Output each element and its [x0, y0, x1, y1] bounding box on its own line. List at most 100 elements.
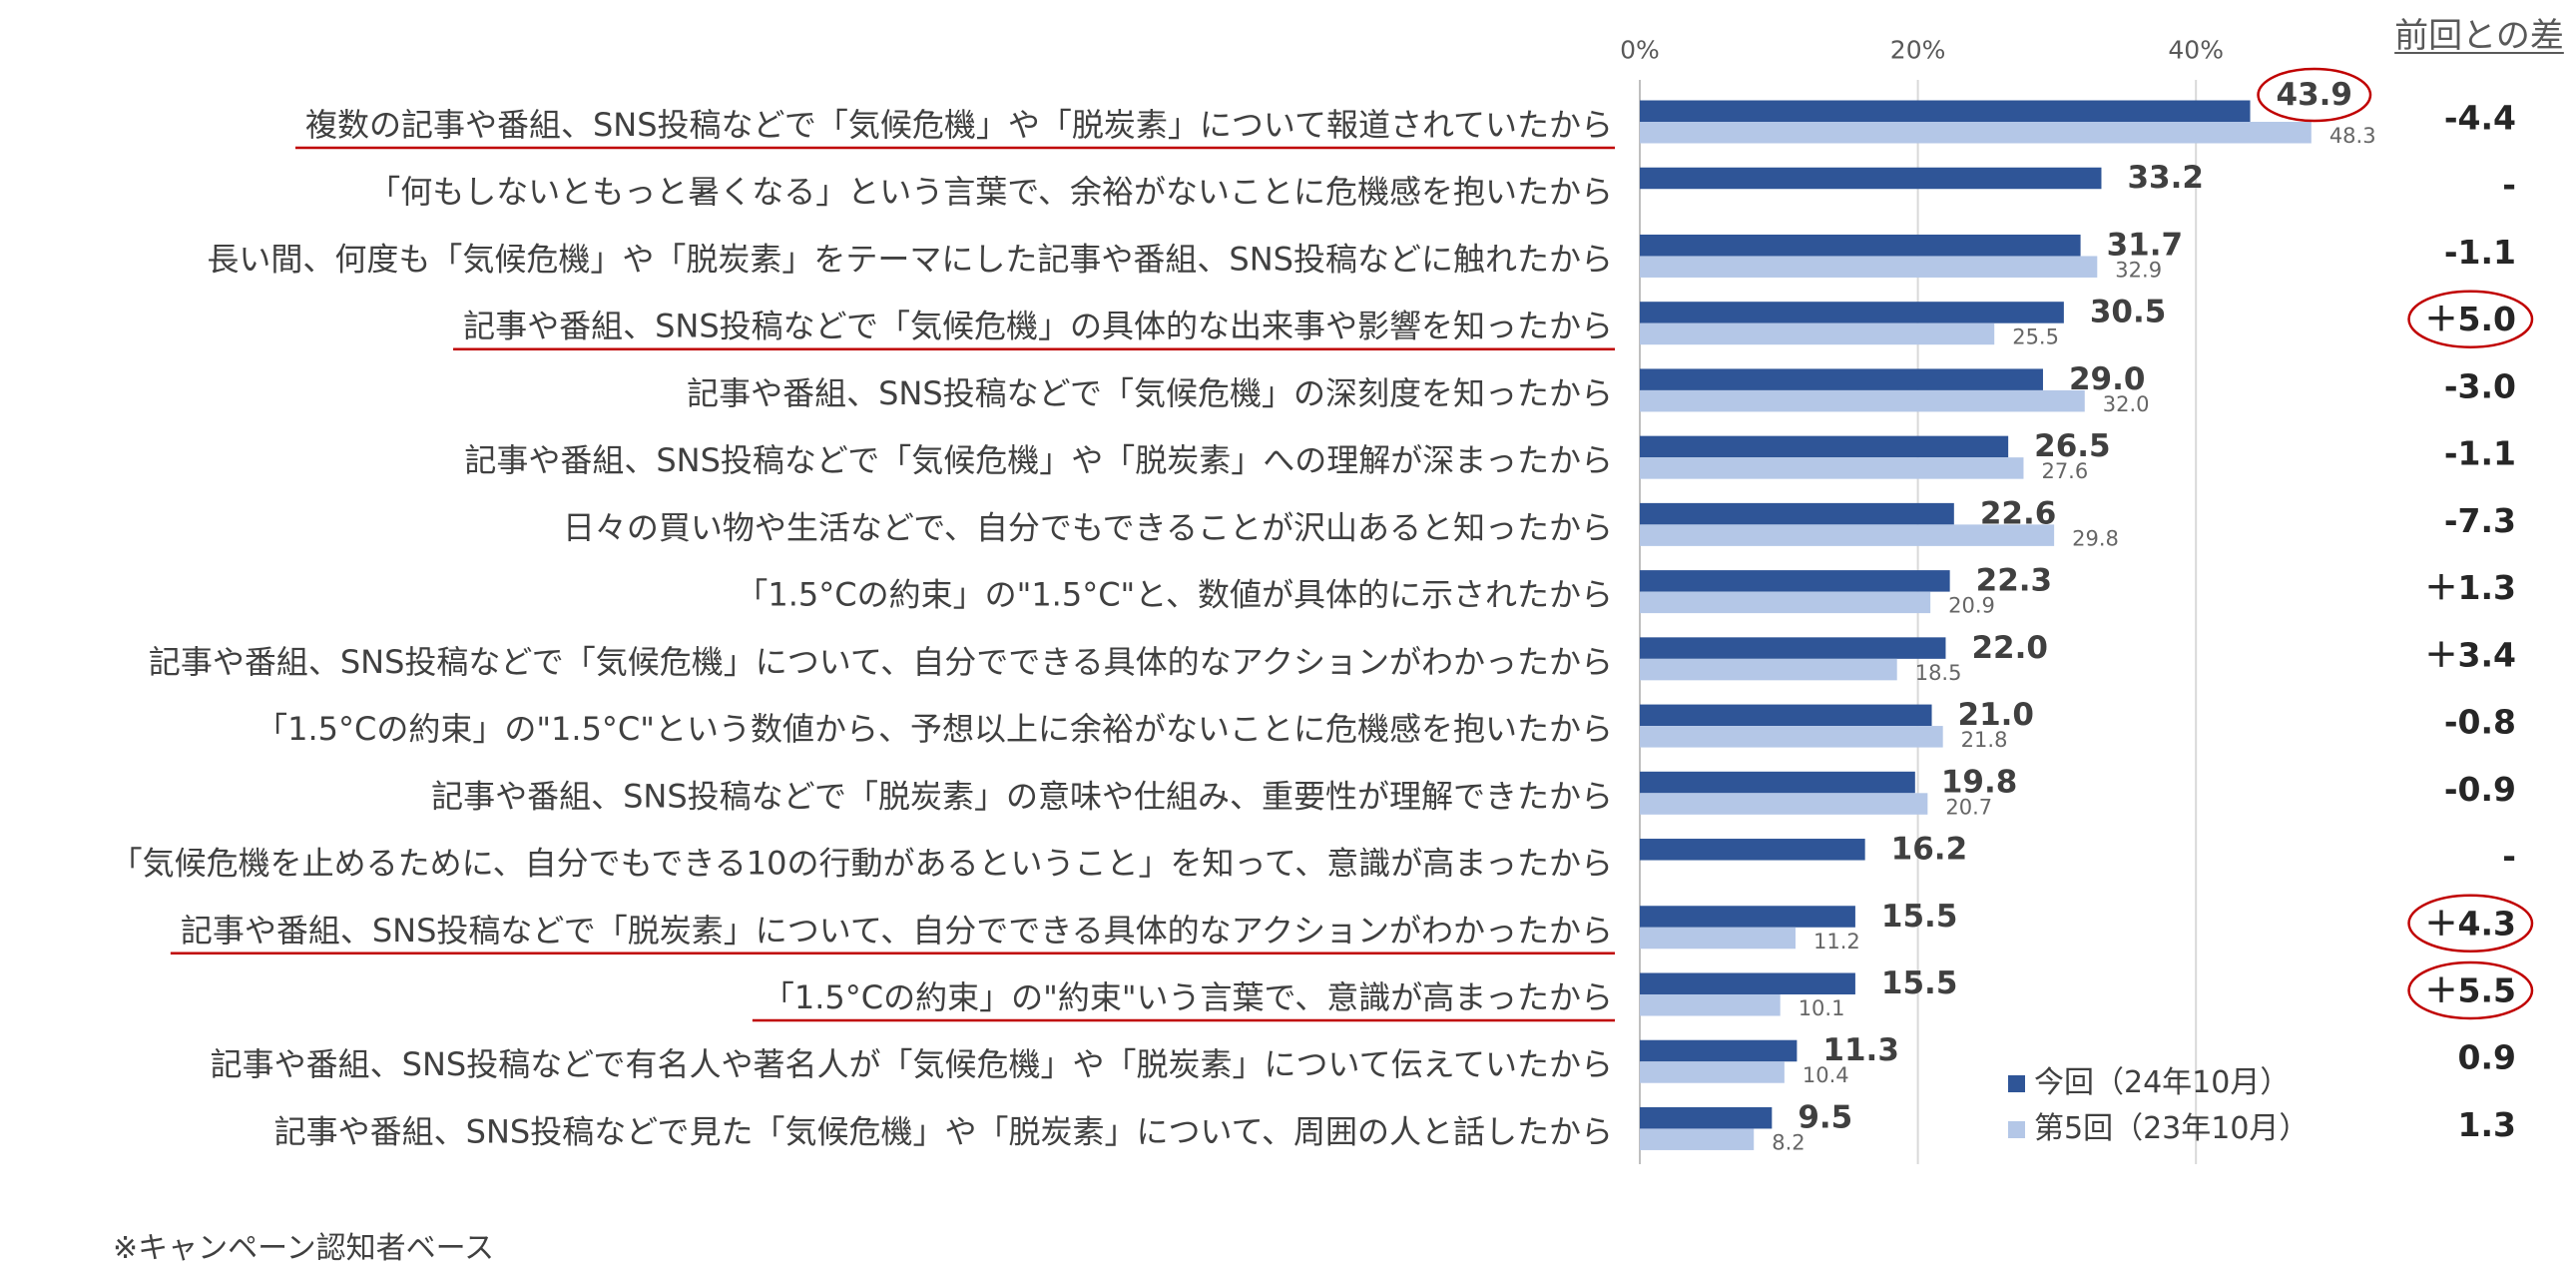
- legend-swatch-current: [2008, 1074, 2025, 1092]
- bar-row: 記事や番組、SNS投稿などで「脱炭素」について、自分でできる具体的なアクションが…: [170, 894, 2534, 956]
- category-label: 記事や番組、SNS投稿などで「気候危機」や「脱炭素」への理解が深まったから: [464, 441, 1613, 479]
- x-tick-label: 20%: [1890, 36, 1946, 65]
- difference-value: -: [2502, 837, 2516, 876]
- category-label: 記事や番組、SNS投稿などで「気候危機」について、自分でできる具体的なアクション…: [149, 643, 1613, 681]
- value-label-current: 26.5: [2034, 428, 2111, 464]
- value-label-current: 22.6: [1980, 495, 2056, 531]
- bar-current: [1640, 906, 1855, 928]
- bar-previous: [1640, 591, 1931, 614]
- footnote: ※キャンペーン認知者ベース: [113, 1231, 495, 1266]
- bar-row: 記事や番組、SNS投稿などで見た「気候危機」や「脱炭素」について、周囲の人と話し…: [274, 1099, 2516, 1154]
- bar-current: [1640, 100, 2251, 122]
- bar-current: [1640, 368, 2043, 390]
- bar-current: [1640, 637, 1946, 659]
- bar-current: [1640, 839, 1865, 861]
- category-label: 長い間、何度も「気候危機」や「脱炭素」をテーマにした記事や番組、SNS投稿などに…: [207, 240, 1613, 278]
- bar-row: 記事や番組、SNS投稿などで「気候危機」の具体的な出来事や影響を知ったから 30.…: [453, 290, 2534, 350]
- bar-previous: [1640, 1128, 1755, 1150]
- bar-row: 記事や番組、SNS投稿などで有名人や著名人が「気候危機」や「脱炭素」について伝え…: [211, 1032, 2516, 1087]
- difference-value: -1.1: [2444, 233, 2516, 272]
- highlight-circle: [2407, 960, 2534, 1020]
- value-label-previous: 29.8: [2072, 526, 2119, 550]
- bar-previous: [1640, 726, 1943, 748]
- value-label-previous: 11.2: [1813, 930, 1860, 954]
- bar-current: [1640, 234, 2081, 257]
- difference-value: ＋4.3: [2425, 904, 2516, 943]
- value-label-current: 19.8: [1941, 764, 2018, 800]
- legend-item-current: 今回（24年10月）: [2008, 1060, 2309, 1106]
- category-label: 日々の買い物や生活などで、自分でもできることが沢山あると知ったから: [563, 508, 1613, 546]
- category-label: 記事や番組、SNS投稿などで「脱炭素」の意味や仕組み、重要性が理解できたから: [431, 777, 1613, 815]
- bar-row: 「1.5°Cの約束」の"1.5°C"という数値から、予想以上に余裕がないことに危…: [256, 697, 2516, 752]
- category-label: 「1.5°Cの約束」の"1.5°C"という数値から、予想以上に余裕がないことに危…: [256, 710, 1613, 748]
- value-label-current: 22.3: [1976, 563, 2053, 599]
- value-label-previous: 8.2: [1772, 1130, 1804, 1154]
- difference-column-header: 前回との差: [2394, 16, 2564, 56]
- value-label-current: 22.0: [1971, 630, 2048, 666]
- bar-current: [1640, 570, 1950, 592]
- legend-item-previous: 第5回（23年10月）: [2008, 1106, 2309, 1152]
- category-label: 「何もしないともっと暑くなる」という言葉で、余裕がないことに危機感を抱いたから: [368, 173, 1613, 211]
- x-tick-label: 40%: [2168, 36, 2224, 65]
- bar-row: 長い間、何度も「気候危機」や「脱炭素」をテーマにした記事や番組、SNS投稿などに…: [207, 227, 2516, 282]
- bar-previous: [1640, 793, 1928, 815]
- highlight-circle: [2407, 290, 2534, 348]
- category-label: 「気候危機を止めるために、自分でもできる10の行動があるということ」を知って、意…: [111, 845, 1613, 883]
- value-label-current: 15.5: [1881, 965, 1958, 1001]
- value-label-current: 11.3: [1822, 1032, 1899, 1068]
- bar-current: [1640, 972, 1855, 994]
- bar-row: 「1.5°Cの約束」の"約束"いう言葉で、意識が高まったから 15.5 10.1 ＋5…: [752, 960, 2534, 1022]
- category-label: 「1.5°Cの約束」の"約束"いう言葉で、意識が高まったから: [763, 978, 1613, 1016]
- bar-row: 記事や番組、SNS投稿などで「気候危機」について、自分でできる具体的なアクション…: [149, 630, 2516, 685]
- value-label-current: 30.5: [2090, 295, 2167, 330]
- value-label-current: 29.0: [2069, 361, 2146, 397]
- category-label: 複数の記事や番組、SNS投稿などで「気候危機」や「脱炭素」について報道されていた…: [305, 106, 1613, 144]
- bar-current: [1640, 502, 1954, 525]
- category-label: 「1.5°Cの約束」の"1.5°C"と、数値が具体的に示されたから: [736, 576, 1613, 614]
- category-label: 記事や番組、SNS投稿などで有名人や著名人が「気候危機」や「脱炭素」について伝え…: [211, 1045, 1613, 1083]
- value-label-previous: 10.1: [1799, 996, 1845, 1020]
- difference-value: ＋1.3: [2425, 568, 2516, 607]
- value-label-previous: 25.5: [2012, 325, 2059, 349]
- value-label-previous: 18.5: [1915, 661, 1962, 685]
- value-label-current: 31.7: [2107, 227, 2184, 263]
- difference-value: -0.8: [2444, 703, 2516, 742]
- difference-value: 1.3: [2458, 1105, 2516, 1144]
- bar-current: [1640, 435, 2009, 458]
- bar-previous: [1640, 389, 2085, 412]
- highlight-circle: [2257, 67, 2372, 123]
- value-label-previous: 27.6: [2041, 459, 2088, 483]
- category-label: 記事や番組、SNS投稿などで「気候危機」の具体的な出来事や影響を知ったから: [463, 308, 1613, 345]
- value-label-previous: 48.3: [2329, 124, 2376, 148]
- bar-previous: [1640, 927, 1797, 950]
- value-label-previous: 20.9: [1948, 594, 1995, 618]
- legend: 今回（24年10月） 第5回（23年10月）: [2008, 1060, 2309, 1152]
- value-label-current: 43.9: [2277, 77, 2353, 113]
- bar-previous: [1640, 1061, 1785, 1083]
- bar-row: 記事や番組、SNS投稿などで「気候危機」や「脱炭素」への理解が深まったから 26.…: [464, 428, 2516, 483]
- value-label-current: 9.5: [1798, 1099, 1852, 1135]
- legend-swatch-previous: [2008, 1120, 2025, 1138]
- bar-previous: [1640, 658, 1897, 681]
- value-label-previous: 21.8: [1961, 728, 2008, 752]
- category-label: 記事や番組、SNS投稿などで「脱炭素」について、自分でできる具体的なアクションが…: [181, 912, 1613, 950]
- value-label-current: 15.5: [1881, 899, 1958, 935]
- difference-value: -3.0: [2444, 366, 2516, 405]
- bar-previous: [1640, 993, 1781, 1016]
- bar-previous: [1640, 322, 1995, 345]
- difference-value: ＋5.0: [2425, 300, 2516, 338]
- bar-row: 「1.5°Cの約束」の"1.5°C"と、数値が具体的に示されたから 22.320.…: [736, 563, 2516, 618]
- bar-current: [1640, 704, 1932, 727]
- difference-value: -: [2502, 166, 2516, 205]
- bar-row: 記事や番組、SNS投稿などで「脱炭素」の意味や仕組み、重要性が理解できたから 19…: [431, 764, 2516, 819]
- x-tick-label: 0%: [1620, 36, 1660, 65]
- bar-current: [1640, 1106, 1773, 1129]
- category-label: 記事や番組、SNS投稿などで見た「気候危機」や「脱炭素」について、周囲の人と話し…: [274, 1112, 1613, 1150]
- legend-label-previous: 第5回（23年10月）: [2034, 1111, 2310, 1146]
- difference-value: ＋3.4: [2425, 635, 2516, 674]
- bar-row: 「気候危機を止めるために、自分でもできる10の行動があるということ」を知って、意…: [111, 832, 2516, 883]
- difference-value: -7.3: [2444, 501, 2516, 540]
- value-label-current: 21.0: [1958, 697, 2035, 733]
- legend-label-current: 今回（24年10月）: [2034, 1065, 2291, 1100]
